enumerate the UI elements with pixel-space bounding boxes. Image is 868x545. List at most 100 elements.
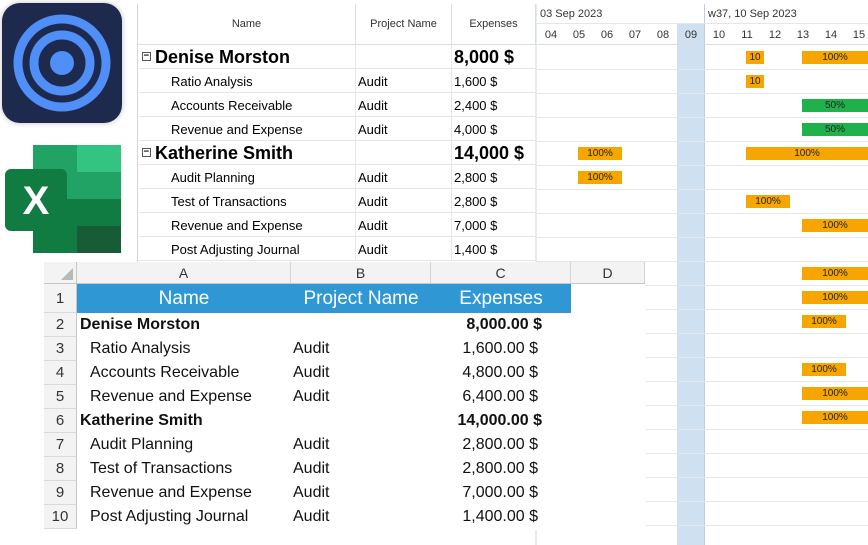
sheet-task-row[interactable]: Post Adjusting Journal Audit 1,400.00 $ (77, 505, 645, 529)
cell-expenses[interactable]: 1,400.00 $ (462, 508, 538, 525)
task-row[interactable]: Revenue and Expense Audit 4,000 $ (138, 117, 536, 141)
select-all-corner[interactable] (44, 262, 77, 284)
row-expenses-cell: 7,000 $ (454, 217, 498, 233)
day-header: 05 (572, 28, 586, 41)
timeline-row-line (537, 69, 868, 70)
cell-project[interactable] (291, 313, 431, 337)
group-row[interactable]: − Denise Morston 8,000 $ (138, 45, 536, 69)
task-row[interactable]: Test of Transactions Audit 2,800 $ (138, 189, 536, 213)
cell-name[interactable]: Revenue and Expense (90, 388, 252, 405)
column-header-d[interactable]: D (571, 262, 645, 284)
cell-project[interactable]: Audit (293, 364, 330, 381)
task-bar[interactable]: 100% (802, 291, 868, 304)
row-name-cell: Audit Planning (138, 165, 356, 189)
cell-project[interactable]: Audit (293, 484, 330, 501)
task-row[interactable]: Audit Planning Audit 2,800 $ (138, 165, 536, 189)
cell-name[interactable]: Post Adjusting Journal (90, 508, 249, 525)
sheet-task-row[interactable]: Revenue and Expense Audit 7,000.00 $ (77, 481, 645, 505)
column-header-a[interactable]: A (77, 262, 291, 284)
timeline-row-line (537, 309, 868, 310)
task-row[interactable]: Revenue and Expense Audit 7,000 $ (138, 213, 536, 237)
row-header[interactable]: 6 (44, 409, 77, 433)
task-bar[interactable]: 100% (578, 171, 622, 184)
cell-name[interactable]: Accounts Receivable (90, 364, 240, 381)
sheet-group-row[interactable]: Denise Morston 8,000.00 $ (77, 313, 645, 337)
excel-sheet[interactable]: A B C D 1 2 3 4 5 6 7 8 9 10 Name Project Name Expen… (44, 262, 645, 530)
task-bar[interactable]: 100% (802, 315, 846, 328)
header-cell-expenses[interactable]: Expenses (459, 287, 543, 309)
sheet-task-row[interactable]: Revenue and Expense Audit 6,400.00 $ (77, 385, 645, 409)
row-header[interactable]: 1 (44, 284, 77, 313)
sheet-task-row[interactable]: Ratio Analysis Audit 1,600.00 $ (77, 337, 645, 361)
task-bar[interactable]: 100% (802, 363, 846, 376)
row-header[interactable]: 10 (44, 505, 77, 529)
task-bar[interactable]: 100% (802, 387, 868, 400)
excel-icon: X (5, 145, 121, 253)
header-cell-name[interactable]: Name (158, 287, 210, 309)
cell-project[interactable]: Audit (293, 388, 330, 405)
cell-expenses[interactable]: 1,600.00 $ (462, 340, 538, 357)
collapse-icon[interactable]: − (142, 147, 151, 157)
task-bar[interactable]: 100% (746, 195, 790, 208)
column-header-project[interactable]: Project Name (356, 4, 452, 45)
task-bar[interactable]: 100% (746, 147, 868, 160)
cell-name[interactable]: Revenue and Expense (90, 484, 252, 501)
row-header[interactable]: 3 (44, 337, 77, 361)
row-header[interactable]: 8 (44, 457, 77, 481)
task-row[interactable]: Post Adjusting Journal Audit 1,400 $ (138, 237, 536, 261)
row-header[interactable]: 9 (44, 481, 77, 505)
collapse-icon[interactable]: − (142, 51, 151, 61)
row-header[interactable]: 5 (44, 385, 77, 409)
cell-expenses[interactable]: 2,800.00 $ (462, 460, 538, 477)
task-row[interactable]: Ratio Analysis Audit 1,600 $ (138, 69, 536, 93)
column-header-name[interactable]: Name (138, 4, 356, 45)
task-bar[interactable]: 100% (802, 51, 868, 64)
cell-project[interactable]: Audit (293, 460, 330, 477)
column-header-expenses[interactable]: Expenses (452, 4, 536, 45)
cell-project[interactable]: Audit (293, 508, 330, 525)
sheet-header-row[interactable]: Name Project Name Expenses (77, 284, 571, 313)
gantt-timeline[interactable]: 03 Sep 2023 w37, 10 Sep 2023 04 05 06 07 08 0… (535, 4, 868, 545)
row-header[interactable]: 4 (44, 361, 77, 385)
task-bar[interactable]: 100% (802, 267, 868, 280)
cell-project[interactable] (291, 409, 431, 433)
task-row[interactable]: Accounts Receivable Audit 2,400 $ (138, 93, 536, 117)
task-bar[interactable]: 10 (746, 51, 764, 64)
sheet-task-row[interactable]: Accounts Receivable Audit 4,800.00 $ (77, 361, 645, 385)
task-bar[interactable]: 100% (802, 219, 868, 232)
cell-expenses[interactable]: 6,400.00 $ (462, 388, 538, 405)
group-row[interactable]: − Katherine Smith 14,000 $ (138, 141, 536, 165)
day-header: 09 (684, 28, 698, 41)
sheet-group-row[interactable]: Katherine Smith 14,000.00 $ (77, 409, 645, 433)
timeline-row-line (537, 453, 868, 454)
sheet-task-row[interactable]: Test of Transactions Audit 2,800.00 $ (77, 457, 645, 481)
row-project-cell (356, 141, 452, 165)
gantt-grid[interactable]: Name Project Name Expenses − Denise Morst… (137, 4, 536, 262)
task-bar[interactable]: 10 (746, 75, 764, 88)
column-header-b[interactable]: B (291, 262, 431, 284)
header-cell-project[interactable]: Project Name (303, 287, 419, 309)
cell-name[interactable]: Katherine Smith (80, 412, 203, 429)
cell-expenses[interactable]: 2,800.00 $ (462, 436, 538, 453)
cell-project[interactable]: Audit (293, 340, 330, 357)
column-header-c[interactable]: C (431, 262, 571, 284)
cell-name[interactable]: Test of Transactions (90, 460, 233, 477)
task-bar[interactable]: 50% (802, 99, 868, 112)
row-header[interactable]: 2 (44, 313, 77, 337)
week-separator (704, 4, 705, 545)
cell-expenses[interactable]: 4,800.00 $ (462, 364, 538, 381)
cell-expenses[interactable]: 14,000.00 $ (457, 412, 542, 429)
task-bar[interactable]: 100% (802, 411, 868, 424)
cell-expenses[interactable]: 8,000.00 $ (466, 316, 542, 333)
row-header[interactable]: 7 (44, 433, 77, 457)
task-bar[interactable]: 100% (578, 147, 622, 160)
svg-text:X: X (23, 179, 50, 223)
cell-name[interactable]: Denise Morston (80, 316, 201, 333)
cell-name[interactable]: Audit Planning (90, 436, 194, 453)
cell-expenses[interactable]: 7,000.00 $ (462, 484, 538, 501)
task-bar[interactable]: 50% (802, 123, 868, 136)
sheet-task-row[interactable]: Audit Planning Audit 2,800.00 $ (77, 433, 645, 457)
cell-project[interactable]: Audit (293, 436, 330, 453)
timeline-row-line (537, 117, 868, 118)
cell-name[interactable]: Ratio Analysis (90, 340, 191, 357)
